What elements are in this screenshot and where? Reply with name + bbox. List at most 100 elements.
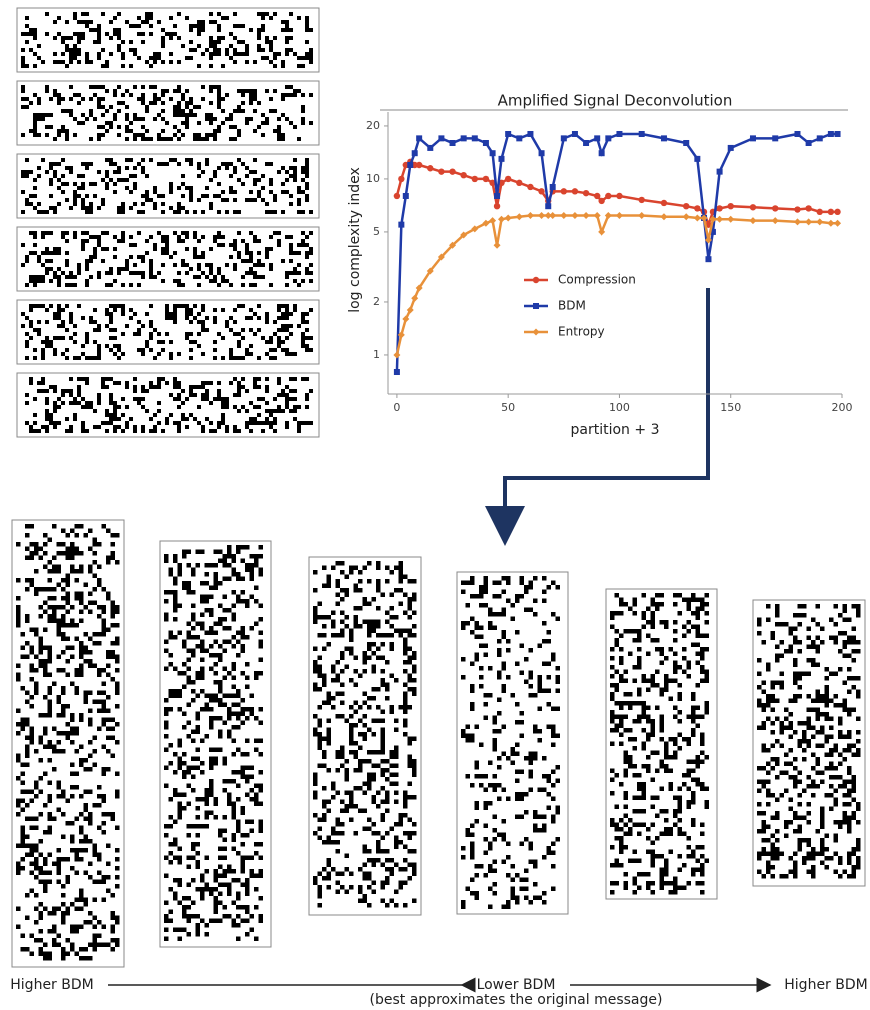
caption-left: Higher BDM: [10, 977, 93, 993]
point: [505, 130, 512, 137]
point: [397, 331, 405, 339]
point: [560, 211, 568, 219]
point: [594, 135, 601, 142]
point: [471, 175, 478, 183]
bitmap-pixels: [313, 561, 417, 908]
point: [793, 218, 801, 226]
point: [834, 208, 841, 216]
legend-label: BDM: [558, 299, 586, 313]
point: [437, 253, 445, 261]
y-tick-label: 2: [373, 295, 380, 308]
bitmap-pixels: [757, 604, 861, 879]
point: [694, 205, 701, 212]
point: [515, 213, 523, 221]
point: [482, 219, 490, 227]
point: [402, 192, 409, 199]
point: [709, 215, 717, 223]
point: [704, 236, 712, 244]
point: [727, 215, 735, 223]
point: [498, 155, 505, 162]
point: [571, 130, 578, 137]
bitmap-panels: [11, 7, 866, 968]
x-tick-label: 150: [720, 401, 741, 414]
point: [393, 351, 401, 359]
y-tick-label: 10: [366, 172, 380, 185]
point: [516, 135, 523, 142]
point: [700, 214, 708, 222]
x-tick-label: 0: [393, 401, 400, 414]
point: [571, 211, 579, 219]
point: [460, 231, 468, 239]
point: [660, 213, 668, 221]
point: [593, 192, 601, 200]
point: [716, 215, 724, 223]
point: [427, 165, 434, 172]
bitmap-pixels: [21, 85, 313, 141]
point: [593, 211, 601, 219]
point: [460, 135, 467, 142]
series-line: [395, 132, 838, 373]
point: [727, 144, 734, 151]
x-tick-label: 50: [501, 401, 515, 414]
legend-label: Compression: [558, 273, 636, 287]
bitmap-pixels: [21, 158, 313, 214]
point: [449, 139, 456, 146]
point: [827, 130, 834, 137]
point: [489, 150, 496, 157]
point: [398, 221, 405, 228]
point: [772, 205, 779, 212]
point: [598, 150, 605, 157]
point: [605, 135, 612, 142]
point: [727, 202, 734, 210]
point: [560, 135, 567, 142]
point: [498, 215, 505, 223]
point: [583, 139, 590, 146]
point: [494, 192, 501, 199]
point: [438, 168, 445, 175]
point: [527, 183, 534, 191]
point: [834, 130, 841, 137]
point: [582, 211, 590, 219]
point: [449, 241, 457, 249]
bitmap-pixels: [21, 12, 313, 68]
bitmap-pixels: [610, 593, 709, 895]
point: [415, 161, 423, 169]
point: [794, 206, 801, 213]
point: [834, 219, 842, 227]
y-tick-label: 1: [373, 348, 380, 361]
point: [749, 204, 757, 211]
point: [749, 217, 757, 225]
point: [411, 150, 418, 157]
point: [749, 135, 756, 142]
point: [598, 197, 605, 205]
point: [411, 294, 419, 302]
chart-title: Amplified Signal Deconvolution: [498, 92, 733, 110]
point: [683, 202, 690, 210]
point: [827, 208, 835, 216]
bitmap-pixels: [164, 545, 263, 941]
point: [471, 135, 478, 142]
point: [415, 284, 423, 292]
point: [489, 179, 496, 187]
point: [693, 214, 701, 222]
point: [407, 161, 414, 168]
caption-right: Higher BDM: [784, 977, 867, 993]
point: [694, 155, 701, 162]
bitmap-pixels: [16, 524, 120, 961]
point: [545, 203, 552, 210]
point: [716, 205, 723, 212]
point: [406, 306, 414, 314]
point: [482, 139, 489, 146]
point: [532, 276, 540, 284]
point: [533, 303, 539, 309]
point: [471, 225, 479, 233]
point: [827, 219, 835, 227]
point: [805, 218, 813, 226]
point: [504, 214, 512, 222]
pointer-arrow: [485, 288, 710, 546]
y-tick-label: 5: [373, 225, 380, 238]
point: [393, 369, 400, 376]
point: [816, 135, 823, 142]
point: [560, 188, 568, 195]
